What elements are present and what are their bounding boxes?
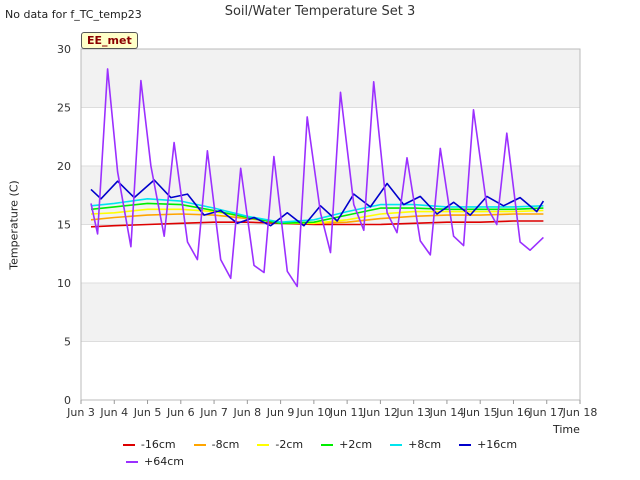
legend-label: -16cm xyxy=(140,438,176,451)
y-tick-labels: 0 5 10 15 20 25 30 xyxy=(57,43,71,407)
legend-item: -16cm xyxy=(122,438,176,451)
legend-item: -8cm xyxy=(193,438,240,451)
legend-swatch xyxy=(122,443,135,446)
x-tick-label: Jun 3 xyxy=(66,406,95,419)
station-badge: EE_met xyxy=(81,32,138,49)
x-tick-label: Jun 7 xyxy=(199,406,228,419)
x-tick-label: Jun 17 xyxy=(528,406,564,419)
y-tick-label: 20 xyxy=(57,160,71,173)
legend-label: -8cm xyxy=(211,438,240,451)
legend-label: +2cm xyxy=(339,438,373,451)
y-tick-label: 15 xyxy=(57,219,71,232)
x-tick-labels: Jun 3 Jun 4 Jun 5 Jun 6 Jun 7 Jun 8 Jun 9 Jun 1… xyxy=(66,400,597,419)
x-tick-label: Jun 9 xyxy=(266,406,295,419)
series-line-16cm xyxy=(90,179,545,227)
x-tick-label: Jun 6 xyxy=(166,406,195,419)
legend-swatch xyxy=(126,460,138,463)
x-tick-label: Jun 13 xyxy=(395,406,431,419)
legend-label: +8cm xyxy=(408,438,442,451)
chart-title: Soil/Water Temperature Set 3 xyxy=(224,4,416,19)
y-tick-label: 25 xyxy=(57,102,71,115)
background-band xyxy=(81,283,580,342)
legend-item: +8cm xyxy=(390,438,441,451)
y-tick-label: 30 xyxy=(57,43,71,56)
series-line-64cm xyxy=(90,68,544,288)
legend-item: +16cm xyxy=(459,438,517,451)
plot-frame xyxy=(80,48,581,401)
series-line-8cm xyxy=(90,198,544,223)
legend-item: -2cm xyxy=(257,438,303,451)
legend-row-2: +64cm xyxy=(0,455,640,468)
y-tick-label: 5 xyxy=(64,336,71,349)
y-tick-label: 10 xyxy=(57,277,71,290)
legend-label: -2cm xyxy=(275,438,304,451)
x-tick-label: Jun 5 xyxy=(133,406,162,419)
legend-label: +16cm xyxy=(477,438,518,451)
x-tick-label: Jun 10 xyxy=(296,406,332,419)
x-axis-label: Time xyxy=(553,423,580,436)
x-tick-label: Jun 4 xyxy=(99,406,128,419)
x-tick-label: Jun 15 xyxy=(462,406,498,419)
legend-item: +2cm xyxy=(321,438,372,451)
x-tick-label: Jun 12 xyxy=(362,406,398,419)
legend-swatch xyxy=(321,443,334,446)
x-tick-label: Jun 14 xyxy=(429,406,465,419)
background-band xyxy=(81,49,580,108)
legend-item: +64cm xyxy=(126,455,184,468)
x-tick-label: Jun 18 xyxy=(562,406,598,419)
legend-swatch xyxy=(390,443,403,446)
x-tick-label: Jun 16 xyxy=(495,406,531,419)
no-data-note: No data for f_TC_temp23 xyxy=(5,8,142,21)
y-tick-label: 0 xyxy=(64,394,71,407)
y-axis-label: Temperature (C) xyxy=(7,180,21,270)
legend-label: +64cm xyxy=(144,455,184,468)
x-tick-label: Jun 11 xyxy=(329,406,365,419)
legend: -16cm -8cm -2cm +2cm +8cm +16cm +64cm xyxy=(0,438,640,472)
legend-row-1: -16cm -8cm -2cm +2cm +8cm +16cm xyxy=(0,438,640,451)
legend-swatch xyxy=(193,443,206,446)
x-tick-label: Jun 8 xyxy=(232,406,261,419)
legend-swatch xyxy=(257,443,270,446)
legend-swatch xyxy=(459,443,472,446)
series-lines xyxy=(90,68,545,288)
series-line-16cm xyxy=(90,220,544,228)
